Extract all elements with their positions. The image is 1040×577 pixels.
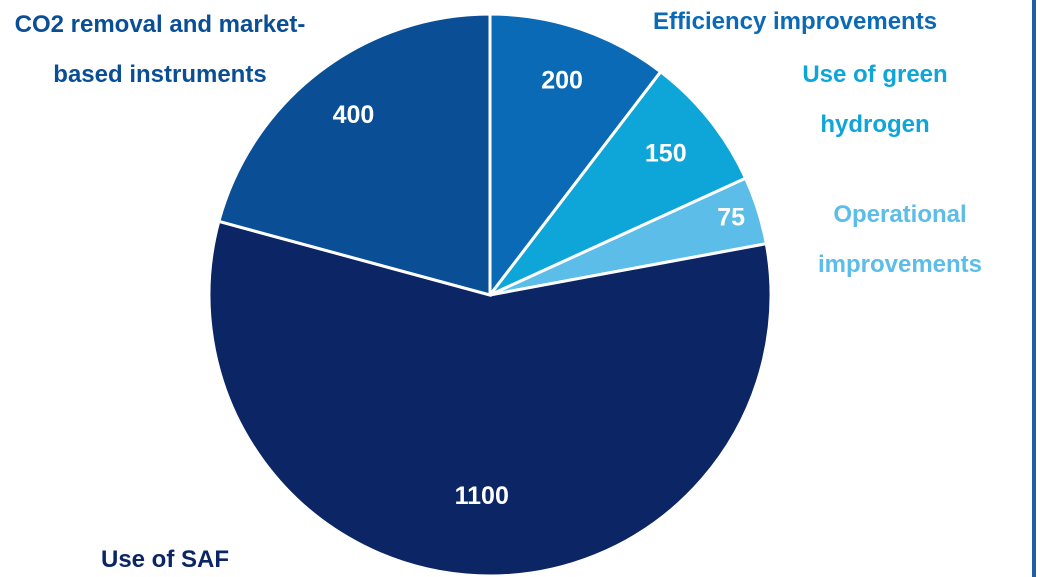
value-label: 150 xyxy=(645,139,687,167)
value-label: 75 xyxy=(717,203,745,231)
category-label: Use of SAF xyxy=(100,546,229,573)
value-label: 200 xyxy=(541,67,583,95)
side-border xyxy=(1032,0,1036,577)
category-label: Operational improvements xyxy=(817,201,983,278)
category-label: CO2 removal and market-based instruments xyxy=(14,11,306,88)
pie-slice xyxy=(488,12,663,300)
pie-slice xyxy=(207,219,773,577)
pie-slice xyxy=(488,69,748,297)
value-label: 400 xyxy=(333,101,375,129)
value-label: 1100 xyxy=(455,482,509,510)
category-label: Use of green hydrogen xyxy=(802,61,948,138)
pie-slice xyxy=(216,12,492,297)
category-label: Efficiency improvements xyxy=(652,8,938,35)
